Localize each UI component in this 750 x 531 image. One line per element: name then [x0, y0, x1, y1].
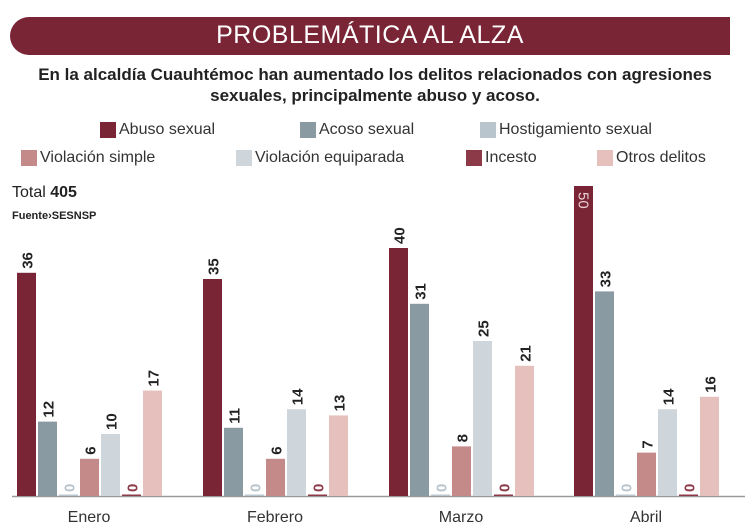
- legend-item: Abuso sexual: [100, 121, 215, 139]
- data-label: 14: [661, 388, 678, 405]
- bar: [203, 279, 222, 496]
- legend-label: Abuso sexual: [119, 121, 216, 138]
- bar: [101, 434, 120, 496]
- legend-swatch: [480, 122, 496, 138]
- bar: [329, 415, 348, 496]
- source: Fuente›SESNSP: [12, 210, 96, 222]
- bar: [38, 421, 57, 496]
- legend-item: Acoso sexual: [300, 121, 414, 139]
- bar: [473, 341, 492, 496]
- data-label: 33: [598, 271, 615, 288]
- bar: [122, 494, 141, 496]
- data-label: 16: [703, 376, 720, 393]
- data-label: 0: [248, 484, 265, 492]
- chart-subtitle: En la alcaldía Cuauhtémoc han aumentado …: [38, 65, 712, 105]
- bar: [679, 494, 698, 496]
- data-label: 10: [104, 413, 121, 430]
- data-label: 0: [311, 484, 328, 492]
- legend-swatch: [100, 122, 116, 138]
- data-label: 0: [682, 484, 699, 492]
- bar: [287, 409, 306, 496]
- source-label: Fuente: [12, 210, 49, 222]
- bar: [80, 458, 99, 496]
- bar: [245, 494, 264, 496]
- data-label: 6: [83, 446, 100, 454]
- bar: [224, 427, 243, 496]
- legend-label: Violación equiparada: [255, 149, 405, 166]
- data-label: 36: [20, 252, 37, 269]
- x-tick-label: Enero: [68, 509, 111, 526]
- bar: [59, 494, 78, 496]
- legend-item: Incesto: [466, 149, 537, 167]
- data-label: 8: [455, 434, 472, 442]
- source-separator: ›: [48, 210, 52, 222]
- legend-item: Otros delitos: [597, 149, 706, 167]
- data-label: 11: [227, 408, 244, 424]
- data-label: 13: [332, 395, 349, 412]
- bar: [266, 458, 285, 496]
- bar: [574, 186, 593, 496]
- legend-label: Hostigamiento sexual: [499, 121, 652, 138]
- bar: [658, 409, 677, 496]
- legend-label: Violación simple: [40, 149, 156, 166]
- bar: [389, 248, 408, 496]
- data-label: 0: [62, 484, 79, 492]
- bar: [595, 291, 614, 496]
- bar: [410, 303, 429, 496]
- data-label: 31: [413, 283, 430, 300]
- legend-swatch: [300, 122, 316, 138]
- total-label: Total: [12, 184, 46, 201]
- total-value: 405: [50, 184, 77, 201]
- data-label: 7: [640, 440, 657, 448]
- legend-label: Incesto: [485, 149, 537, 166]
- source-value: SESNSP: [51, 210, 97, 222]
- data-label: 12: [41, 401, 58, 418]
- bar: [308, 494, 327, 496]
- chart-title: PROBLEMÁTICA AL ALZA: [216, 21, 524, 49]
- legend-swatch: [21, 150, 37, 166]
- bar: [143, 390, 162, 496]
- data-label: 0: [497, 484, 514, 492]
- legend-item: Violación simple: [21, 149, 155, 167]
- data-label: 14: [290, 388, 307, 405]
- bar: [452, 446, 471, 496]
- x-tick-label: Febrero: [247, 509, 303, 526]
- bar: [17, 272, 36, 496]
- data-label: 17: [146, 370, 163, 387]
- title-banner: PROBLEMÁTICA AL ALZA: [10, 17, 730, 55]
- legend-swatch: [466, 150, 482, 166]
- bar: [494, 494, 513, 496]
- legend-item: Violación equiparada: [236, 149, 404, 167]
- x-tick-label: Abril: [630, 509, 662, 526]
- data-label: 25: [476, 320, 493, 337]
- bar: [515, 365, 534, 496]
- legend-label: Otros delitos: [616, 149, 706, 166]
- x-tick-label: Marzo: [439, 509, 484, 526]
- legend-swatch: [236, 150, 252, 166]
- bar: [637, 452, 656, 496]
- data-label: 40: [392, 227, 409, 244]
- data-label: 21: [518, 345, 535, 362]
- data-label: 0: [434, 484, 451, 492]
- data-label: 6: [269, 446, 286, 454]
- total: Total 405: [12, 184, 77, 202]
- legend-label: Acoso sexual: [319, 121, 415, 138]
- bar: [700, 396, 719, 496]
- legend-swatch: [597, 150, 613, 166]
- legend-item: Hostigamiento sexual: [480, 121, 652, 139]
- data-label: 35: [206, 258, 223, 275]
- data-label: 0: [125, 484, 142, 492]
- data-label: 50: [575, 192, 592, 209]
- data-label: 0: [619, 484, 636, 492]
- bar: [431, 494, 450, 496]
- bar: [616, 494, 635, 496]
